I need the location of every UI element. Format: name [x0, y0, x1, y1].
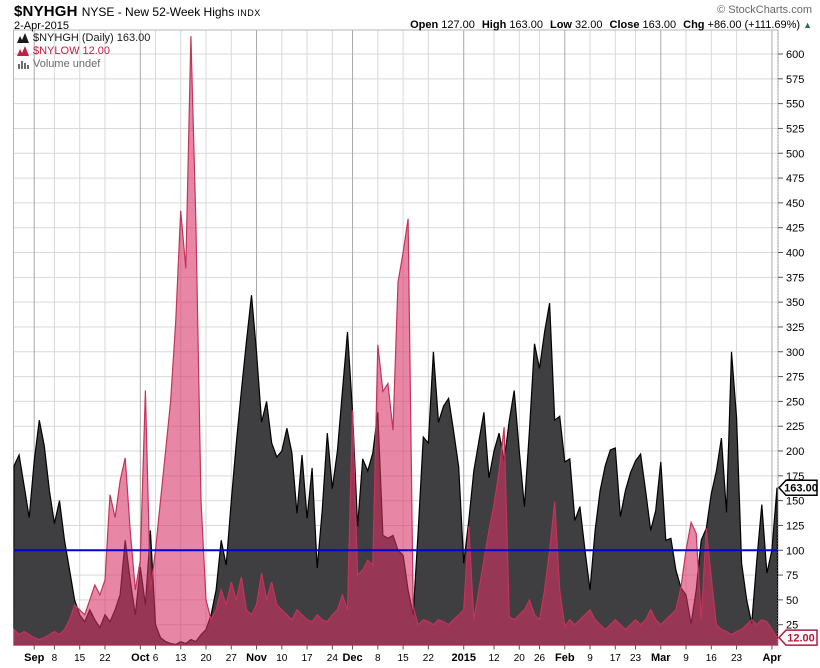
x-tick-label: 23 — [630, 653, 642, 664]
x-tick-label: 15 — [398, 653, 410, 664]
index-name: NYSE - New 52-Week Highs — [81, 5, 235, 19]
y-tick-label: 525 — [786, 123, 804, 135]
x-tick-label: Sep — [24, 652, 44, 664]
y-tick-label: 75 — [786, 570, 798, 582]
legend-item-nylow: $NYLOW 12.00 — [17, 45, 150, 57]
low-label: Low — [549, 19, 572, 31]
x-tick-label: 8 — [375, 653, 381, 664]
legend: $NYHGH (Daily) 163.00 $NYLOW 12.00 Volum… — [17, 32, 150, 71]
legend-label: $NYHGH (Daily) 163.00 — [33, 32, 151, 44]
x-tick-label: 22 — [99, 653, 111, 664]
y-tick-label: 300 — [786, 347, 804, 359]
series-area-nylow — [13, 36, 778, 646]
x-tick-label: 26 — [534, 653, 546, 664]
y-tick-label: 450 — [786, 198, 804, 210]
y-tick-label: 375 — [786, 272, 804, 284]
x-tick-label: 17 — [610, 653, 622, 664]
volume-bars-icon — [18, 60, 29, 69]
area-icon — [17, 45, 29, 56]
x-tick-label: Apr — [762, 652, 782, 664]
x-tick-label: 20 — [200, 653, 212, 664]
y-tick-label: 225 — [786, 421, 804, 433]
open-value: 127.00 — [441, 19, 475, 31]
area-icon — [17, 32, 29, 43]
up-triangle-icon: ▲ — [803, 20, 812, 30]
high-value: 163.00 — [509, 19, 543, 31]
x-tick-label: Oct — [131, 652, 150, 664]
y-tick-label: 475 — [786, 173, 804, 185]
close-value: 163.00 — [642, 19, 677, 31]
y-tick-label: 250 — [786, 396, 804, 408]
x-tick-label: 9 — [683, 653, 689, 664]
low-value: 32.00 — [574, 19, 603, 31]
x-tick-label: Dec — [342, 652, 362, 664]
x-tick-label: 17 — [302, 653, 314, 664]
copyright: © StockCharts.com — [717, 4, 812, 16]
title-bar: $NYHGH NYSE - New 52-Week Highs INDX — [14, 3, 261, 21]
y-tick-label: 600 — [786, 49, 804, 61]
x-tick-label: 15 — [74, 653, 86, 664]
x-tick-label: 6 — [153, 653, 159, 664]
x-tick-label: 8 — [52, 653, 58, 664]
high-label: High — [481, 19, 507, 31]
chg-value: +86.00 (+111.69%) — [707, 19, 801, 31]
y-tick-label: 500 — [786, 148, 804, 160]
y-tick-label: 200 — [786, 446, 804, 458]
x-tick-label: 2015 — [451, 652, 475, 664]
price-tag-163.00: 163.00 — [777, 479, 818, 496]
ohlc-row: Open 127.00 High 163.00 Low 32.00 Close 163.00 C… — [410, 19, 812, 31]
x-tick-label: 22 — [423, 653, 435, 664]
x-tick-label: 10 — [276, 653, 288, 664]
x-tick-label: 9 — [587, 653, 593, 664]
y-tick-label: 575 — [786, 74, 804, 86]
legend-item-volume: Volume undef — [17, 58, 150, 70]
y-tick-label: 150 — [786, 496, 804, 508]
open-label: Open — [410, 19, 439, 31]
close-label: Close — [609, 19, 640, 31]
y-tick-label: 425 — [786, 223, 804, 235]
legend-label: Volume undef — [33, 58, 101, 70]
symbol: $NYHGH — [14, 3, 78, 20]
x-tick-label: Feb — [555, 652, 575, 664]
legend-label: $NYLOW 12.00 — [33, 45, 111, 57]
y-tick-label: 400 — [786, 248, 804, 260]
svg-text:163.00: 163.00 — [784, 483, 818, 495]
y-tick-label: 50 — [786, 595, 798, 607]
y-tick-label: 100 — [786, 545, 804, 557]
price-tag-12.00: 12.00 — [777, 629, 818, 646]
x-tick-label: Mar — [651, 652, 671, 664]
y-tick-label: 325 — [786, 322, 804, 334]
y-tick-label: 275 — [786, 372, 804, 384]
chart-date: 2-Apr-2015 — [14, 20, 70, 32]
index-type: INDX — [237, 8, 261, 18]
x-tick-label: 27 — [226, 653, 238, 664]
x-tick-label: 13 — [175, 653, 187, 664]
x-tick-label: 23 — [731, 653, 743, 664]
x-tick-label: 16 — [706, 653, 718, 664]
legend-item-nyhgh: $NYHGH (Daily) 163.00 — [17, 32, 150, 44]
x-tick-label: 24 — [327, 653, 339, 664]
y-tick-label: 350 — [786, 297, 804, 309]
y-tick-label: 550 — [786, 99, 804, 111]
y-tick-label: 25 — [786, 620, 798, 632]
svg-text:12.00: 12.00 — [787, 633, 815, 645]
y-tick-label: 125 — [786, 520, 804, 532]
chg-label: Chg — [683, 19, 705, 31]
x-tick-label: 20 — [514, 653, 526, 664]
x-tick-label: 12 — [488, 653, 500, 664]
x-tick-label: Nov — [246, 652, 268, 664]
